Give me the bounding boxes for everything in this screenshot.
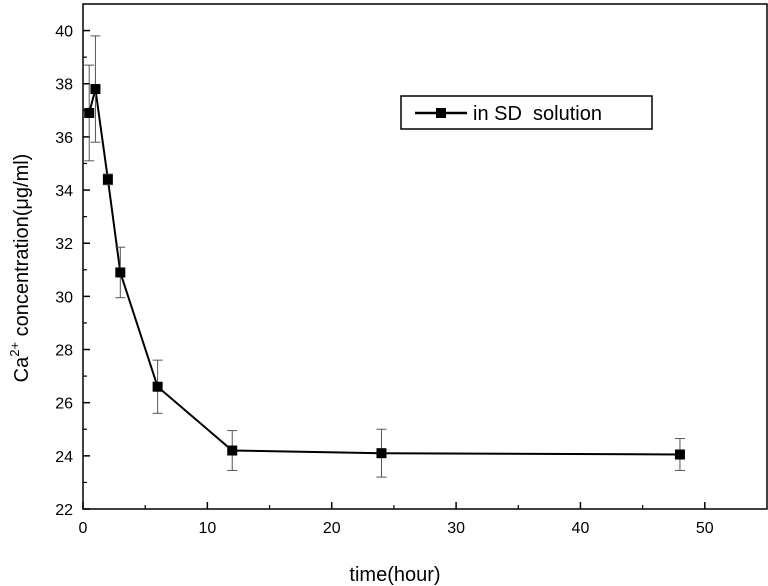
x-tick-label: 50 <box>696 520 714 537</box>
y-axis-title-main: Ca <box>11 356 33 382</box>
data-point <box>84 107 95 118</box>
y-tick-label: 28 <box>55 343 73 360</box>
y-tick-label: 40 <box>55 24 73 41</box>
x-tick-label: 30 <box>447 520 465 537</box>
x-axis-title: time(hour) <box>349 564 440 586</box>
y-tick-label: 36 <box>55 130 73 147</box>
y-axis-title-rest: concentration(μg/ml) <box>11 154 33 342</box>
legend-label: in SD solution <box>473 103 602 125</box>
data-point <box>115 267 126 278</box>
series-layer <box>84 35 685 478</box>
y-tick-label: 32 <box>55 236 73 253</box>
x-tick-label: 10 <box>198 520 216 537</box>
data-point <box>674 449 685 460</box>
plot-frame <box>82 3 768 510</box>
y-tick-label: 34 <box>55 183 73 200</box>
x-axis: 0 10 20 30 40 50 <box>79 502 714 537</box>
y-tick-label: 26 <box>55 396 73 413</box>
y-tick-label: 38 <box>55 77 73 94</box>
x-tick-label: 0 <box>79 520 88 537</box>
data-point <box>90 84 101 95</box>
y-axis-title: Ca2+ concentration(μg/ml) <box>7 154 33 383</box>
series-line <box>88 88 680 456</box>
data-point <box>152 381 163 392</box>
y-axis: 22 24 26 28 30 32 34 36 38 40 <box>55 24 90 519</box>
data-point <box>102 174 113 185</box>
data-point <box>376 448 387 459</box>
legend: in SD solution <box>400 95 653 130</box>
x-tick-label: 40 <box>572 520 590 537</box>
y-axis-title-sup: 2+ <box>7 342 22 357</box>
plot-border <box>82 3 768 510</box>
legend-marker <box>436 108 446 118</box>
x-tick-label: 20 <box>323 520 341 537</box>
data-point <box>227 445 238 456</box>
y-tick-label: 30 <box>55 289 73 306</box>
y-tick-label: 24 <box>55 449 73 466</box>
y-tick-label: 22 <box>55 502 73 519</box>
